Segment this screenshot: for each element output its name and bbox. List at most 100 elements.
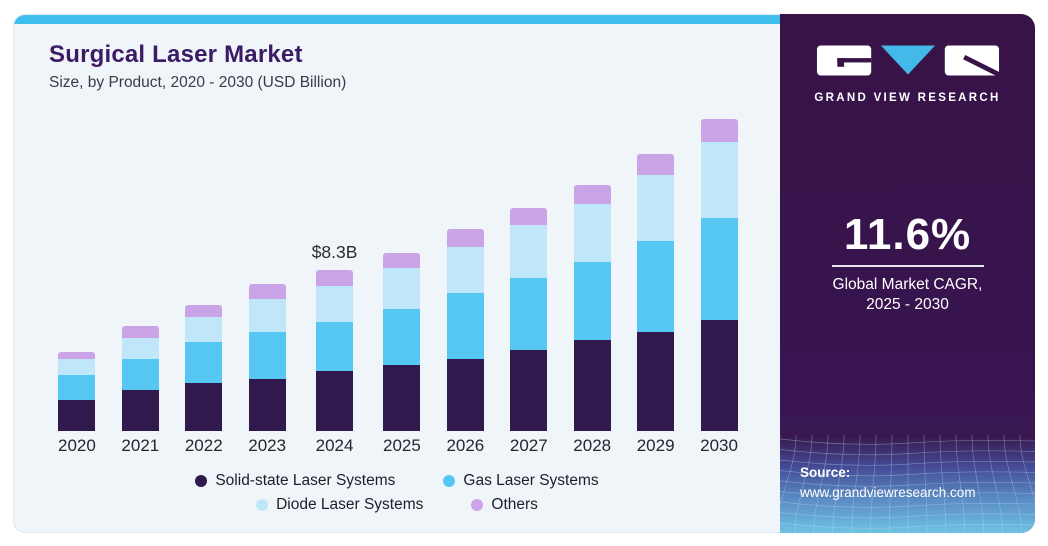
chart-title: Surgical Laser Market bbox=[49, 41, 303, 68]
x-tick-label: 2025 bbox=[383, 436, 421, 455]
bar-segment bbox=[510, 207, 548, 226]
bar-segment bbox=[121, 390, 159, 431]
legend-item: Solid-state Laser Systems bbox=[195, 472, 395, 490]
bar-segment bbox=[316, 285, 354, 323]
source-label: Source: bbox=[800, 465, 851, 480]
bar-column-2030: 2030 bbox=[700, 118, 738, 456]
x-tick-label: 2024 bbox=[315, 436, 354, 455]
bar-column-2023: 2023 bbox=[248, 283, 287, 456]
x-tick-label: 2029 bbox=[636, 436, 675, 455]
bar-segment bbox=[446, 359, 484, 431]
cagr-label: Global Market CAGR, bbox=[832, 276, 983, 293]
bar-segment bbox=[248, 378, 286, 431]
chart-section: Surgical Laser Market Size, by Product, … bbox=[13, 14, 780, 533]
legend-dot-icon bbox=[443, 475, 456, 487]
bar-stack-2020 bbox=[58, 351, 96, 431]
brand-panel: GRAND VIEW RESEARCH 11.6% Global Market … bbox=[780, 14, 1035, 533]
bar-segment bbox=[121, 359, 159, 391]
bar-segment bbox=[573, 339, 611, 431]
bar-column-2020: 2020 bbox=[58, 351, 96, 456]
bar-segment bbox=[316, 370, 354, 431]
bar-segment bbox=[446, 246, 484, 294]
bar-column-2028: 2028 bbox=[573, 184, 612, 456]
bar-segment bbox=[121, 326, 159, 339]
bar-stack-2023 bbox=[248, 283, 286, 431]
gvr-logo: GRAND VIEW RESEARCH bbox=[780, 44, 1035, 104]
bar-column-2024: $8.3B 2024 bbox=[312, 242, 358, 456]
bar-segment bbox=[446, 229, 484, 247]
bar-segment bbox=[185, 341, 223, 383]
bar-segment bbox=[121, 338, 159, 360]
bar-segment bbox=[510, 349, 548, 431]
bar-stack-2025 bbox=[383, 252, 421, 431]
bar-stack-2024 bbox=[316, 270, 354, 431]
source-url: www.grandviewresearch.com bbox=[800, 485, 976, 501]
legend-dot-icon bbox=[471, 499, 484, 511]
bar-stack-2021 bbox=[121, 326, 159, 431]
bar-segment bbox=[248, 283, 286, 300]
bar-segment bbox=[637, 240, 675, 333]
bar-segment bbox=[446, 293, 484, 360]
bar-column-2025: 2025 bbox=[383, 252, 421, 456]
bar-segment bbox=[58, 359, 96, 375]
legend-item: Gas Laser Systems bbox=[443, 472, 599, 490]
bar-segment bbox=[510, 277, 548, 350]
gvr-logo-icon bbox=[816, 45, 1000, 77]
bar-segment bbox=[573, 262, 611, 340]
bar-segment bbox=[637, 332, 675, 431]
x-tick-label: 2030 bbox=[700, 436, 738, 455]
bar-segment bbox=[316, 270, 354, 286]
bar-segment bbox=[383, 365, 421, 431]
accent-strip bbox=[14, 15, 780, 24]
bar-segment bbox=[573, 204, 611, 263]
cagr-value: 11.6% bbox=[843, 210, 972, 259]
source-block: Source: www.grandviewresearch.com bbox=[780, 435, 1035, 533]
cagr-divider bbox=[831, 265, 984, 267]
bar-column-2029: 2029 bbox=[636, 153, 675, 456]
cagr-block: 11.6% Global Market CAGR, 2025 - 2030 bbox=[780, 210, 1035, 315]
mesh-grid-decoration bbox=[780, 435, 1035, 533]
bar-column-2026: 2026 bbox=[446, 229, 484, 456]
x-tick-label: 2021 bbox=[121, 436, 160, 455]
bar-stack-2027 bbox=[510, 207, 548, 431]
legend-dot-icon bbox=[256, 499, 269, 511]
legend-label: Diode Laser Systems bbox=[276, 496, 424, 513]
chart-header: Surgical Laser Market Size, by Product, … bbox=[14, 24, 780, 92]
bar-column-2021: 2021 bbox=[121, 326, 159, 456]
bar-segment bbox=[637, 174, 675, 241]
bar-stack-2026 bbox=[446, 229, 484, 431]
bar-segment bbox=[383, 252, 421, 269]
bar-segment bbox=[185, 305, 223, 317]
bar-segment bbox=[58, 374, 96, 400]
bar-segment bbox=[637, 153, 675, 175]
bar-segment bbox=[58, 400, 96, 431]
legend-dot-icon bbox=[195, 475, 208, 487]
bar-column-2027: 2027 bbox=[509, 207, 548, 456]
chart-legend: Solid-state Laser Systems Gas Laser Syste… bbox=[14, 472, 780, 514]
bar-segment bbox=[573, 184, 611, 205]
bar-segment bbox=[248, 299, 286, 333]
bar-stack-2029 bbox=[637, 153, 675, 431]
bar-stack-2030 bbox=[700, 118, 738, 431]
x-tick-label: 2027 bbox=[509, 436, 548, 455]
source-text: Source: www.grandviewresearch.com bbox=[800, 463, 976, 504]
report-card: Surgical Laser Market Size, by Product, … bbox=[13, 14, 1035, 533]
bar-segment bbox=[383, 308, 421, 365]
legend-item: Others bbox=[471, 496, 538, 514]
chart-subtitle: Size, by Product, 2020 - 2030 (USD Billi… bbox=[49, 74, 347, 91]
bar-segment bbox=[700, 118, 738, 142]
bar-stack-2028 bbox=[573, 184, 611, 431]
x-tick-label: 2026 bbox=[446, 436, 485, 455]
bar-value-label: $8.3B bbox=[311, 242, 358, 263]
legend-label: Others bbox=[491, 496, 538, 513]
x-tick-label: 2020 bbox=[58, 436, 96, 455]
gvr-logo-text: GRAND VIEW RESEARCH bbox=[814, 92, 1001, 104]
x-tick-label: 2023 bbox=[248, 436, 287, 455]
bar-segment bbox=[383, 268, 421, 309]
legend-label: Gas Laser Systems bbox=[463, 472, 599, 489]
bar-segment bbox=[700, 320, 738, 431]
x-tick-label: 2028 bbox=[573, 436, 612, 455]
stacked-bar-chart: 2020 2021 2022 2023 $8.3B 2024 2025 2026 2027 202… bbox=[58, 118, 738, 456]
bar-segment bbox=[185, 382, 223, 431]
